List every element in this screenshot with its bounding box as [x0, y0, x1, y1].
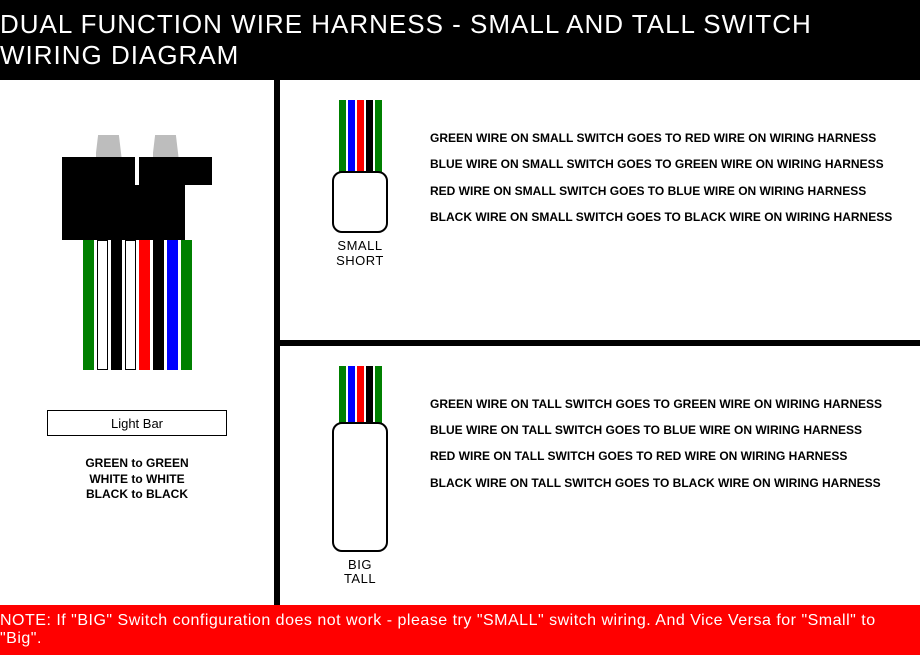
- wire: [348, 366, 355, 426]
- small-switch-body: [332, 171, 388, 233]
- wire: [139, 240, 150, 370]
- main-area: Light Bar GREEN to GREENWHITE to WHITEBL…: [0, 80, 920, 605]
- small-switch-wires: [339, 100, 382, 175]
- label-line: SMALL: [336, 239, 384, 254]
- right-panel: SMALL SHORT GREEN WIRE ON SMALL SWITCH G…: [280, 80, 920, 605]
- wire: [366, 100, 373, 175]
- wire: [181, 240, 192, 370]
- tall-switch: BIG TALL: [320, 366, 400, 588]
- wire: [153, 240, 164, 370]
- wire: [339, 100, 346, 175]
- wire: [339, 366, 346, 426]
- instruction-line: BLUE WIRE ON SMALL SWITCH GOES TO GREEN …: [430, 151, 902, 177]
- label-line: TALL: [344, 572, 376, 587]
- relay-top-caps: [62, 157, 212, 185]
- color-map-line: WHITE to WHITE: [85, 472, 188, 488]
- header-bar: DUAL FUNCTION WIRE HARNESS - SMALL AND T…: [0, 0, 920, 80]
- wire: [167, 240, 178, 370]
- color-map-line: BLACK to BLACK: [85, 487, 188, 503]
- wire: [366, 366, 373, 426]
- page-title: DUAL FUNCTION WIRE HARNESS - SMALL AND T…: [0, 9, 920, 71]
- relay-body: [62, 185, 185, 240]
- relay-cap: [139, 157, 212, 185]
- instruction-line: BLACK WIRE ON TALL SWITCH GOES TO BLACK …: [430, 470, 902, 496]
- wire: [348, 100, 355, 175]
- wire: [357, 366, 364, 426]
- small-switch-instructions: GREEN WIRE ON SMALL SWITCH GOES TO RED W…: [400, 100, 902, 231]
- instruction-line: RED WIRE ON SMALL SWITCH GOES TO BLUE WI…: [430, 178, 902, 204]
- instruction-line: BLUE WIRE ON TALL SWITCH GOES TO BLUE WI…: [430, 417, 902, 443]
- wire: [111, 240, 122, 370]
- wire: [125, 240, 136, 370]
- instruction-line: GREEN WIRE ON SMALL SWITCH GOES TO RED W…: [430, 125, 902, 151]
- color-map-line: GREEN to GREEN: [85, 456, 188, 472]
- wire: [375, 366, 382, 426]
- small-switch: SMALL SHORT: [320, 100, 400, 269]
- wire: [357, 100, 364, 175]
- relay-tab: [96, 135, 122, 157]
- tall-switch-label: BIG TALL: [344, 558, 376, 588]
- tall-switch-body: [332, 422, 388, 552]
- instruction-line: RED WIRE ON TALL SWITCH GOES TO RED WIRE…: [430, 443, 902, 469]
- small-switch-label: SMALL SHORT: [336, 239, 384, 269]
- tall-switch-wires: [339, 366, 382, 426]
- footer-note: NOTE: If "BIG" Switch configuration does…: [0, 612, 920, 648]
- instruction-line: BLACK WIRE ON SMALL SWITCH GOES TO BLACK…: [430, 204, 902, 230]
- left-panel: Light Bar GREEN to GREENWHITE to WHITEBL…: [0, 80, 280, 605]
- tall-switch-section: BIG TALL GREEN WIRE ON TALL SWITCH GOES …: [280, 340, 920, 606]
- label-line: SHORT: [336, 254, 384, 269]
- relay-tabs: [62, 135, 212, 157]
- instruction-line: GREEN WIRE ON TALL SWITCH GOES TO GREEN …: [430, 391, 902, 417]
- relay-cap: [62, 157, 135, 185]
- label-line: BIG: [344, 558, 376, 573]
- lightbar-box: Light Bar: [47, 410, 227, 436]
- color-map-list: GREEN to GREENWHITE to WHITEBLACK to BLA…: [85, 456, 188, 503]
- wire: [83, 240, 94, 370]
- tall-switch-instructions: GREEN WIRE ON TALL SWITCH GOES TO GREEN …: [400, 366, 902, 497]
- relay-block: [62, 135, 212, 370]
- relay-tab: [153, 135, 179, 157]
- wire: [97, 240, 108, 370]
- small-switch-section: SMALL SHORT GREEN WIRE ON SMALL SWITCH G…: [280, 80, 920, 340]
- footer-bar: NOTE: If "BIG" Switch configuration does…: [0, 605, 920, 655]
- relay-wires: [62, 240, 212, 370]
- wire: [375, 100, 382, 175]
